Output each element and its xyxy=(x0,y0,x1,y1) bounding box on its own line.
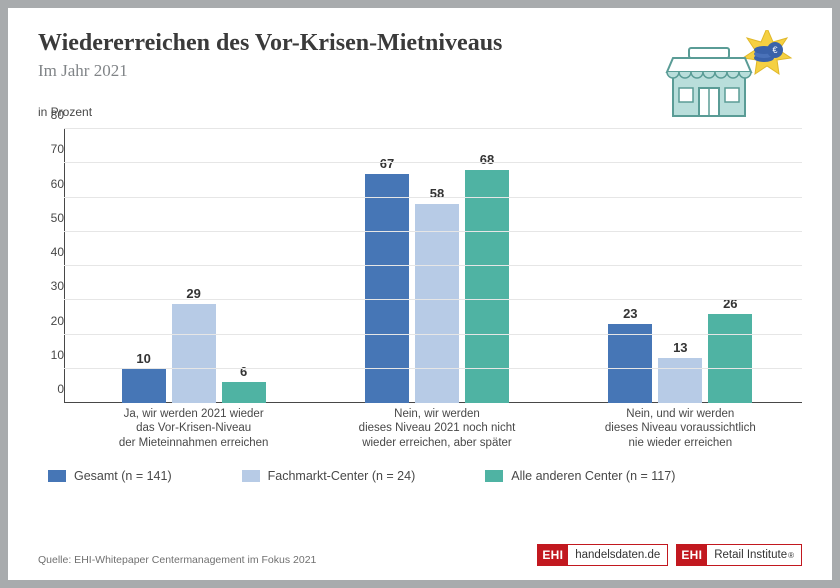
logo-badge: EHI xyxy=(537,544,568,566)
bar-group: 231326 xyxy=(559,129,802,403)
x-axis-labels: Ja, wir werden 2021 wiederdas Vor-Krisen… xyxy=(72,403,802,439)
legend-label: Fachmarkt-Center (n = 24) xyxy=(268,469,416,483)
legend-label: Alle anderen Center (n = 117) xyxy=(511,469,675,483)
ehi-handelsdaten-logo: EHIhandelsdaten.de xyxy=(537,544,668,566)
bar: 13 xyxy=(658,358,702,403)
footer: Quelle: EHI-Whitepaper Centermanagement … xyxy=(38,544,802,566)
grid-line xyxy=(64,231,802,232)
grid-line xyxy=(64,128,802,129)
shop-coin-icon: € xyxy=(657,30,802,120)
y-tick: 10 xyxy=(38,348,64,362)
bar-value-label: 6 xyxy=(222,364,266,379)
y-tick: 80 xyxy=(38,108,64,122)
y-tick: 40 xyxy=(38,245,64,259)
legend-label: Gesamt (n = 141) xyxy=(74,469,172,483)
bar-value-label: 58 xyxy=(415,186,459,201)
logo-text: handelsdaten.de xyxy=(568,544,668,566)
bar-value-label: 68 xyxy=(465,152,509,167)
y-axis: 01020304050607080 xyxy=(38,129,64,403)
bar-value-label: 23 xyxy=(608,306,652,321)
svg-text:€: € xyxy=(772,45,777,55)
chart-card: Wiedererreichen des Vor-Krisen-Mietnivea… xyxy=(0,0,840,588)
bar-groups: 10296675868231326 xyxy=(72,129,802,403)
legend-swatch xyxy=(485,470,503,482)
bar-group: 10296 xyxy=(72,129,315,403)
grid-line xyxy=(64,265,802,266)
x-axis-label: Nein, und wir werdendieses Niveau voraus… xyxy=(559,403,802,439)
y-tick: 30 xyxy=(38,279,64,293)
legend-item: Gesamt (n = 141) xyxy=(48,469,172,483)
logo-badge: EHI xyxy=(676,544,707,566)
bar: 26 xyxy=(708,314,752,403)
grid-line xyxy=(64,334,802,335)
bar-value-label: 10 xyxy=(122,351,166,366)
y-tick: 20 xyxy=(38,314,64,328)
x-axis-label: Nein, wir werdendieses Niveau 2021 noch … xyxy=(315,403,558,439)
bar-value-label: 26 xyxy=(708,296,752,311)
y-tick: 70 xyxy=(38,142,64,156)
legend-item: Fachmarkt-Center (n = 24) xyxy=(242,469,416,483)
x-axis-label: Ja, wir werden 2021 wiederdas Vor-Krisen… xyxy=(72,403,315,439)
bar: 29 xyxy=(172,304,216,403)
grid-line xyxy=(64,162,802,163)
legend-swatch xyxy=(48,470,66,482)
y-tick: 60 xyxy=(38,177,64,191)
bar-group: 675868 xyxy=(315,129,558,403)
bar: 58 xyxy=(415,204,459,403)
logos: EHIhandelsdaten.deEHIRetail Institute® xyxy=(537,544,802,566)
logo-text: Retail Institute® xyxy=(707,544,802,566)
legend: Gesamt (n = 141) Fachmarkt-Center (n = 24… xyxy=(38,469,802,483)
grid-line xyxy=(64,197,802,198)
ehi-retail-institute-logo: EHIRetail Institute® xyxy=(676,544,802,566)
legend-item: Alle anderen Center (n = 117) xyxy=(485,469,675,483)
source-text: Quelle: EHI-Whitepaper Centermanagement … xyxy=(38,554,316,566)
grid-line xyxy=(64,368,802,369)
bar: 6 xyxy=(222,382,266,403)
y-axis-line xyxy=(64,129,65,403)
bar-value-label: 13 xyxy=(658,340,702,355)
bar: 23 xyxy=(608,324,652,403)
y-tick: 0 xyxy=(38,382,64,396)
bar-chart: 01020304050607080 10296675868231326 Ja, … xyxy=(38,129,802,439)
plot-area: 10296675868231326 xyxy=(72,129,802,403)
grid-line xyxy=(64,299,802,300)
legend-swatch xyxy=(242,470,260,482)
y-tick: 50 xyxy=(38,211,64,225)
bar: 10 xyxy=(122,369,166,403)
